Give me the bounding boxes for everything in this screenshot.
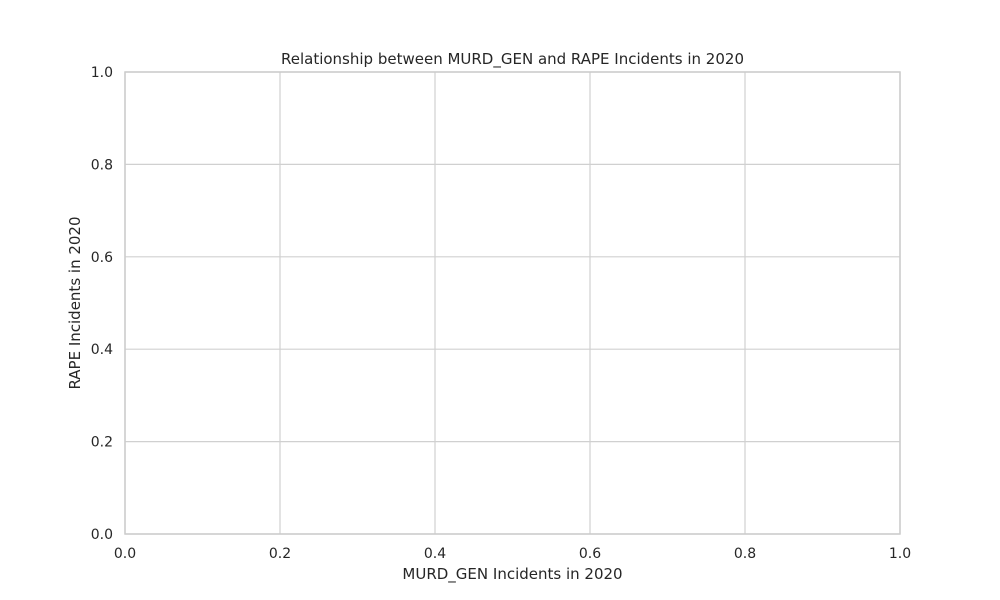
y-tick-label: 1.0 [91,65,113,81]
x-axis-ticks: 0.0 0.2 0.4 0.6 0.8 1.0 [114,546,911,562]
x-tick-label: 1.0 [889,546,911,562]
x-axis-label: MURD_GEN Incidents in 2020 [402,565,622,584]
x-tick-label: 0.6 [579,546,601,562]
chart-title: Relationship between MURD_GEN and RAPE I… [281,50,744,69]
y-tick-label: 0.2 [91,435,113,451]
y-tick-label: 0.6 [91,250,113,266]
y-axis-ticks: 0.0 0.2 0.4 0.6 0.8 1.0 [91,65,113,543]
x-tick-label: 0.4 [424,546,446,562]
y-axis-label: RAPE Incidents in 2020 [66,216,84,389]
y-tick-label: 0.4 [91,342,113,358]
y-tick-label: 0.0 [91,527,113,543]
y-tick-label: 0.8 [91,157,113,173]
plot-area-frame [124,71,901,535]
x-tick-label: 0.0 [114,546,136,562]
x-tick-label: 0.2 [269,546,291,562]
x-tick-label: 0.8 [734,546,756,562]
